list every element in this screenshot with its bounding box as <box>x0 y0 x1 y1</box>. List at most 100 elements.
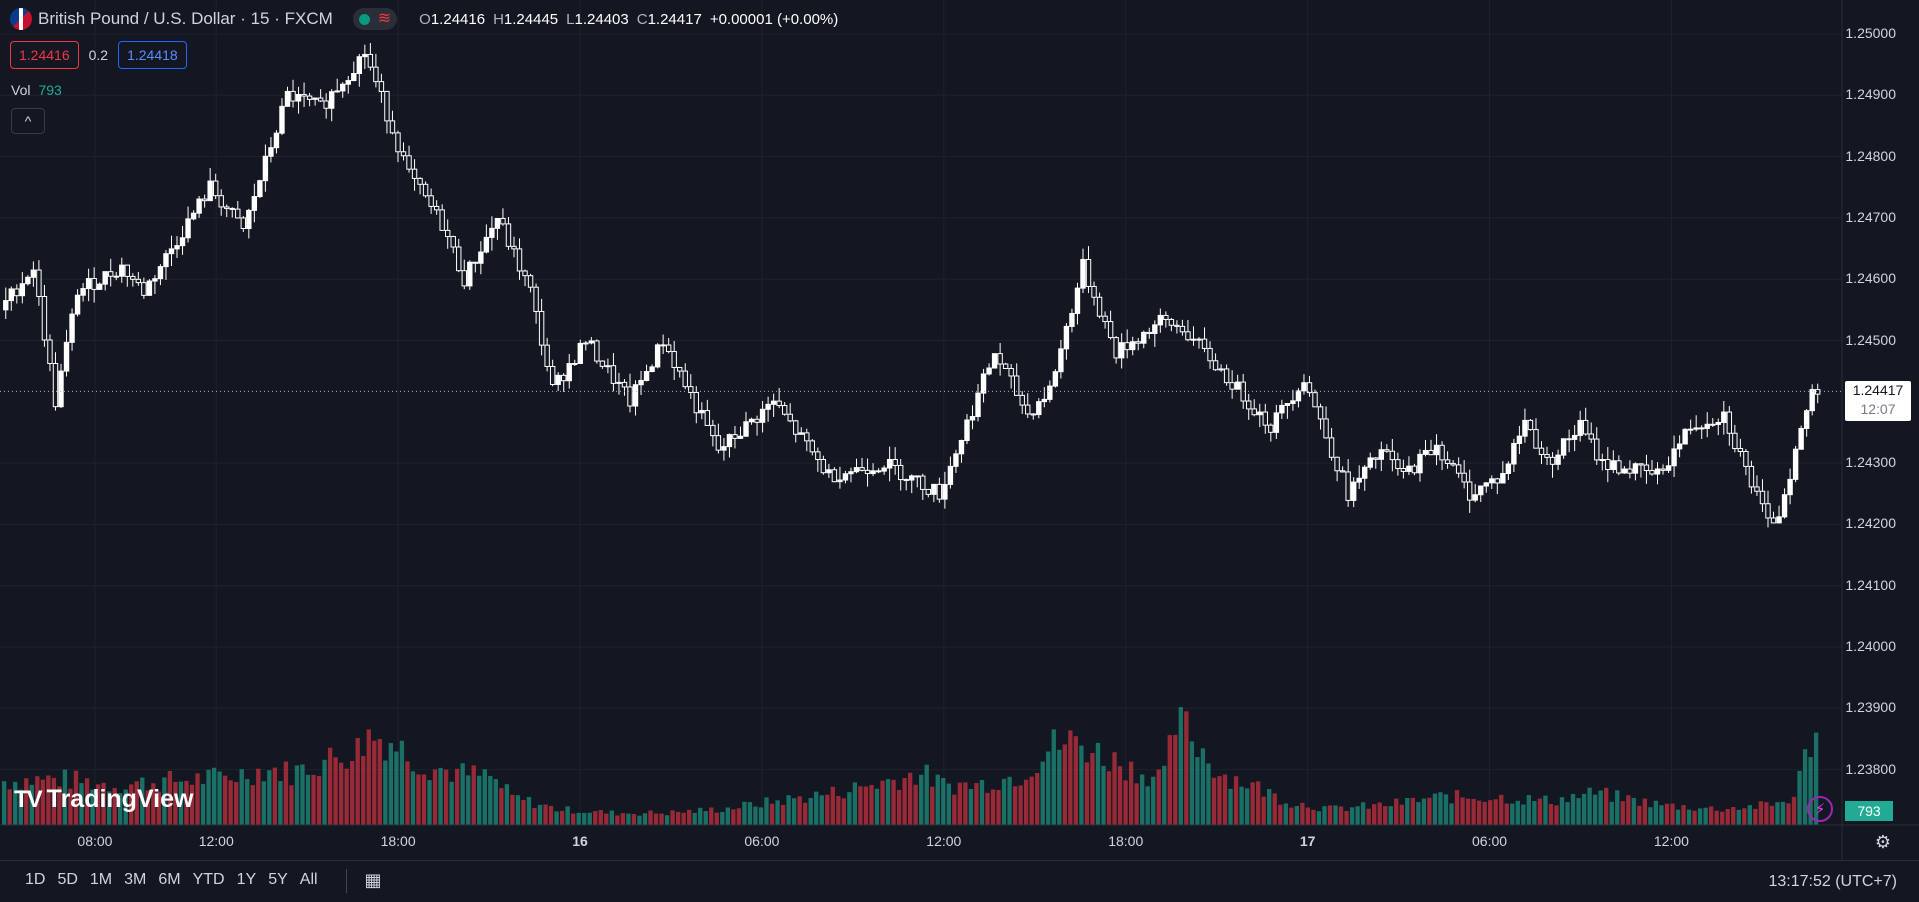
volume-bar <box>350 760 355 825</box>
candle-body <box>1146 331 1152 335</box>
candle-body <box>1367 457 1373 468</box>
volume-bar <box>372 740 377 825</box>
candle-body <box>1594 438 1600 461</box>
candle-body <box>1748 465 1755 488</box>
range-1y[interactable]: 1Y <box>236 871 257 888</box>
candle-body <box>168 248 175 255</box>
timezone-clock[interactable]: 13:17:52 (UTC+7) <box>1768 873 1897 890</box>
price-tick-label: 1.24600 <box>1845 270 1896 287</box>
candle-body <box>251 196 258 211</box>
candle-body <box>146 280 153 296</box>
volume-bar <box>1189 741 1195 825</box>
volume-bar <box>1128 761 1134 825</box>
range-6m[interactable]: 6M <box>158 871 181 888</box>
collapse-legend-button[interactable]: ^ <box>11 108 45 134</box>
volume-bar <box>1394 798 1399 825</box>
volume-bar <box>1206 763 1211 825</box>
volume-bar <box>979 780 985 825</box>
candle-body <box>1130 341 1136 351</box>
volume-bar <box>1156 769 1161 825</box>
market-status-pill[interactable]: ≋ <box>352 8 398 30</box>
candle-body <box>433 205 440 211</box>
volume-bar <box>62 769 68 825</box>
candle-body <box>654 344 661 368</box>
range-1m[interactable]: 1M <box>89 871 113 888</box>
volume-bar <box>1294 806 1299 825</box>
candle-body <box>1533 429 1539 449</box>
candle-body <box>102 271 108 285</box>
price-chart[interactable] <box>0 0 1919 860</box>
range-3m[interactable]: 3M <box>124 871 147 888</box>
sell-button[interactable]: 1.24416 <box>10 41 79 69</box>
volume-bar <box>637 815 642 825</box>
range-ytd[interactable]: YTD <box>192 871 225 888</box>
volume-bar <box>488 775 493 825</box>
candle-body <box>958 440 965 455</box>
volume-bar <box>521 799 526 825</box>
candle-body <box>417 177 423 185</box>
volume-bar <box>858 786 863 825</box>
volume-bar <box>1035 772 1040 825</box>
volume-bar <box>852 782 858 825</box>
volume-bar <box>565 806 570 825</box>
candle-body <box>936 483 943 500</box>
volume-bar <box>769 803 775 825</box>
volume-bar <box>554 811 559 825</box>
candle-body <box>395 132 401 153</box>
buy-button[interactable]: 1.24418 <box>118 41 187 69</box>
candle-body <box>1428 449 1434 456</box>
volume-bar <box>1703 807 1708 825</box>
volume-bar <box>1217 776 1222 825</box>
volume-bar <box>46 775 51 825</box>
candle-body <box>1754 486 1760 492</box>
volume-bar <box>780 804 786 825</box>
volume-bar <box>1637 805 1642 825</box>
candle-body <box>301 93 307 97</box>
candle-body <box>52 363 59 408</box>
range-5d[interactable]: 5D <box>57 871 78 888</box>
candle-body <box>1571 434 1578 440</box>
volume-bar <box>1360 802 1366 825</box>
candle-body <box>1422 449 1429 455</box>
candle-body <box>1483 482 1489 487</box>
volume-bar <box>1808 757 1813 825</box>
candle-body <box>599 360 606 367</box>
candle-body <box>1317 406 1324 420</box>
go-to-date-calendar-icon[interactable]: ▦ <box>364 869 382 890</box>
range-5y[interactable]: 5Y <box>268 871 288 888</box>
volume-bar <box>1057 749 1062 825</box>
volume-bar <box>95 784 101 825</box>
candle-body <box>47 339 53 365</box>
candle-body <box>583 342 589 345</box>
axis-settings-gear-icon[interactable]: ⚙ <box>1874 832 1892 852</box>
volume-bar <box>720 811 725 825</box>
candle-body <box>864 469 871 475</box>
volume-bar <box>1576 798 1581 825</box>
volume-bar <box>510 794 515 825</box>
volume-bar <box>129 784 134 825</box>
candle-body <box>1030 413 1036 416</box>
candle-body <box>787 413 793 422</box>
volume-bar <box>278 781 283 825</box>
volume-bar <box>797 796 802 825</box>
range-all[interactable]: All <box>299 871 318 888</box>
symbol-title[interactable]: British Pound / U.S. Dollar · 15 · FXCM <box>38 9 333 28</box>
market-open-dot-icon <box>358 13 370 25</box>
volume-bar <box>1653 800 1659 825</box>
candle-body <box>351 73 357 82</box>
volume-bar <box>1559 797 1565 825</box>
time-tick-label: 12:00 <box>198 833 234 849</box>
price-tick-label: 1.24000 <box>1845 638 1896 654</box>
candle-body <box>859 467 865 471</box>
candle-body <box>975 392 981 418</box>
candle-body <box>1002 363 1009 369</box>
range-1d[interactable]: 1D <box>25 871 46 888</box>
candle-body <box>1234 381 1241 390</box>
candle-body <box>1334 456 1340 472</box>
volume-bar <box>1543 795 1548 825</box>
symbol-legend: British Pound / U.S. Dollar · 15 · FXCM … <box>10 8 838 30</box>
lightning-icon[interactable]: ⚡ <box>1807 796 1833 822</box>
candle-body <box>754 418 760 423</box>
volume-bar <box>924 764 929 825</box>
candle-body <box>1478 485 1484 496</box>
